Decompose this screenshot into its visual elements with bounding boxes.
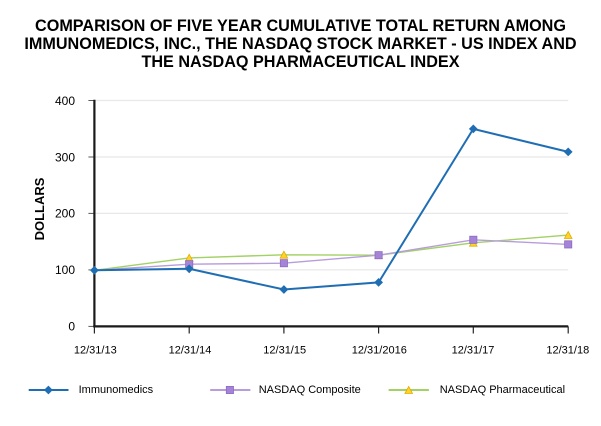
svg-text:NASDAQ Pharmaceutical: NASDAQ Pharmaceutical [440, 384, 565, 396]
svg-text:DOLLARS: DOLLARS [32, 177, 47, 240]
svg-text:12/31/13: 12/31/13 [74, 345, 117, 357]
svg-text:300: 300 [55, 150, 75, 164]
svg-text:12/31/14: 12/31/14 [169, 345, 212, 357]
svg-text:Immunomedics: Immunomedics [79, 384, 154, 396]
svg-text:0: 0 [68, 320, 75, 334]
svg-text:12/31/18: 12/31/18 [546, 345, 589, 357]
svg-text:12/31/17: 12/31/17 [452, 345, 495, 357]
svg-text:12/31/15: 12/31/15 [263, 345, 306, 357]
svg-text:12/31/2016: 12/31/2016 [352, 345, 407, 357]
svg-text:NASDAQ Composite: NASDAQ Composite [259, 384, 361, 396]
svg-text:200: 200 [55, 207, 75, 221]
svg-text:100: 100 [55, 263, 75, 277]
svg-text:400: 400 [55, 94, 75, 108]
